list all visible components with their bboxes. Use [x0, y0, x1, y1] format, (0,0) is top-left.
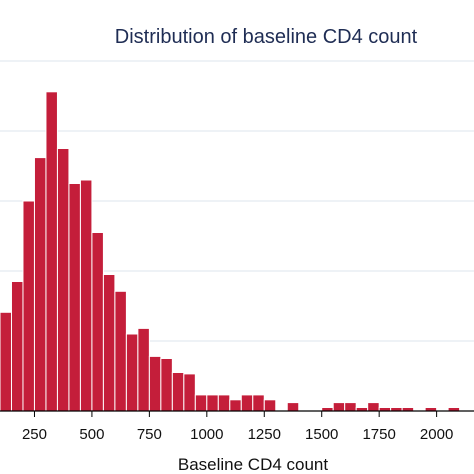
x-axis-label: Baseline CD4 count: [178, 455, 329, 474]
x-tick-label: 750: [137, 426, 162, 443]
histogram-bar: [160, 358, 173, 412]
histogram-bar: [240, 394, 254, 412]
histogram-bar: [22, 200, 35, 412]
histogram-bar: [286, 402, 300, 412]
histogram-bar: [56, 148, 70, 412]
x-axis-ticks: 250500750100012501500175020002: [22, 411, 453, 443]
x-tick-label: 2000: [420, 426, 453, 443]
x-tick-label: 1750: [362, 426, 395, 443]
x-tick-label: 1500: [305, 426, 338, 443]
histogram-bar: [229, 399, 242, 412]
histogram-bar: [206, 394, 219, 412]
histogram-bar: [183, 373, 196, 412]
histogram-bar: [102, 274, 116, 412]
histogram-bar: [252, 394, 265, 412]
x-tick-label: 500: [79, 426, 104, 443]
histogram-bar: [263, 399, 277, 412]
histogram-bar: [332, 402, 346, 412]
chart-title: Distribution of baseline CD4 count: [115, 26, 418, 48]
x-tick-label: 1250: [248, 426, 281, 443]
histogram-bar: [137, 327, 150, 412]
x-tick-label: 1000: [190, 426, 223, 443]
histogram-bar: [0, 311, 12, 412]
x-tick-label: 250: [22, 426, 47, 443]
histogram-bar: [171, 372, 185, 412]
histogram-bar: [148, 355, 162, 412]
histogram-bar: [217, 394, 231, 412]
histogram-bar: [344, 402, 357, 412]
histogram-bar: [91, 232, 104, 412]
histogram-bar: [114, 290, 127, 412]
histogram-bar: [33, 157, 47, 412]
histogram-bar: [367, 402, 380, 412]
histogram-bar: [125, 333, 139, 412]
histogram-bar: [68, 183, 81, 412]
histogram-bar: [194, 394, 208, 412]
histogram-bar: [45, 91, 58, 412]
histogram-bar: [79, 179, 93, 412]
histogram-bar: [10, 281, 24, 412]
